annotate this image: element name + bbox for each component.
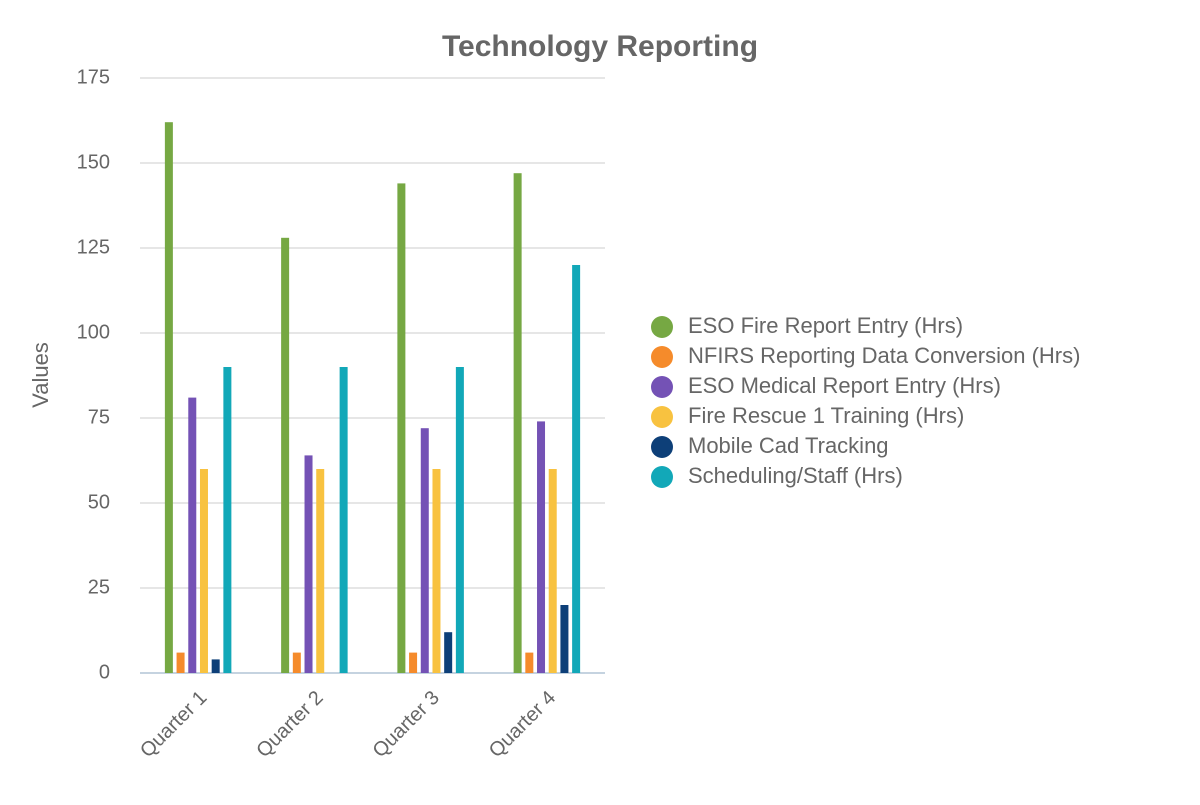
legend-label: NFIRS Reporting Data Conversion (Hrs) bbox=[688, 343, 1080, 368]
bar bbox=[455, 367, 464, 673]
legend-marker bbox=[651, 406, 673, 428]
y-tick-label: 0 bbox=[99, 661, 110, 683]
y-tick-label: 150 bbox=[77, 151, 110, 173]
bar bbox=[176, 652, 185, 673]
bar bbox=[525, 652, 534, 673]
x-tick-label: Quarter 1 bbox=[136, 687, 211, 762]
bar bbox=[199, 469, 208, 673]
bar bbox=[223, 367, 232, 673]
bar bbox=[304, 455, 313, 673]
legend-label: ESO Fire Report Entry (Hrs) bbox=[688, 313, 963, 338]
y-tick-label: 125 bbox=[77, 236, 110, 258]
bar bbox=[281, 237, 290, 674]
y-tick-label: 50 bbox=[88, 491, 110, 513]
legend-marker bbox=[651, 316, 673, 338]
bar bbox=[537, 421, 546, 673]
legend-label: Scheduling/Staff (Hrs) bbox=[688, 463, 903, 488]
bar bbox=[444, 632, 453, 673]
y-tick-label: 25 bbox=[88, 576, 110, 598]
bar bbox=[292, 652, 301, 673]
x-tick-label: Quarter 3 bbox=[369, 687, 444, 762]
bar bbox=[572, 265, 581, 673]
y-tick-label: 175 bbox=[77, 66, 110, 88]
legend-label: Fire Rescue 1 Training (Hrs) bbox=[688, 403, 964, 428]
bar bbox=[188, 397, 197, 673]
legend-marker bbox=[651, 346, 673, 368]
bar bbox=[211, 659, 220, 673]
bar bbox=[432, 469, 441, 673]
bar bbox=[397, 183, 406, 673]
legend-marker bbox=[651, 376, 673, 398]
bar bbox=[420, 428, 429, 673]
bar bbox=[513, 173, 522, 673]
y-tick-label: 75 bbox=[88, 406, 110, 428]
bar bbox=[316, 469, 325, 673]
legend-marker bbox=[651, 436, 673, 458]
y-tick-label: 100 bbox=[77, 321, 110, 343]
bar bbox=[339, 367, 348, 673]
y-axis-label: Values bbox=[28, 342, 53, 408]
x-tick-label: Quarter 2 bbox=[252, 687, 327, 762]
x-tick-label: Quarter 4 bbox=[485, 687, 560, 762]
chart-title: Technology Reporting bbox=[442, 30, 758, 63]
legend-marker bbox=[651, 466, 673, 488]
legend-label: ESO Medical Report Entry (Hrs) bbox=[688, 373, 1001, 398]
bar bbox=[548, 469, 557, 673]
bar bbox=[409, 652, 418, 673]
bar bbox=[164, 122, 173, 673]
bar bbox=[560, 605, 569, 673]
legend-label: Mobile Cad Tracking bbox=[688, 433, 889, 458]
